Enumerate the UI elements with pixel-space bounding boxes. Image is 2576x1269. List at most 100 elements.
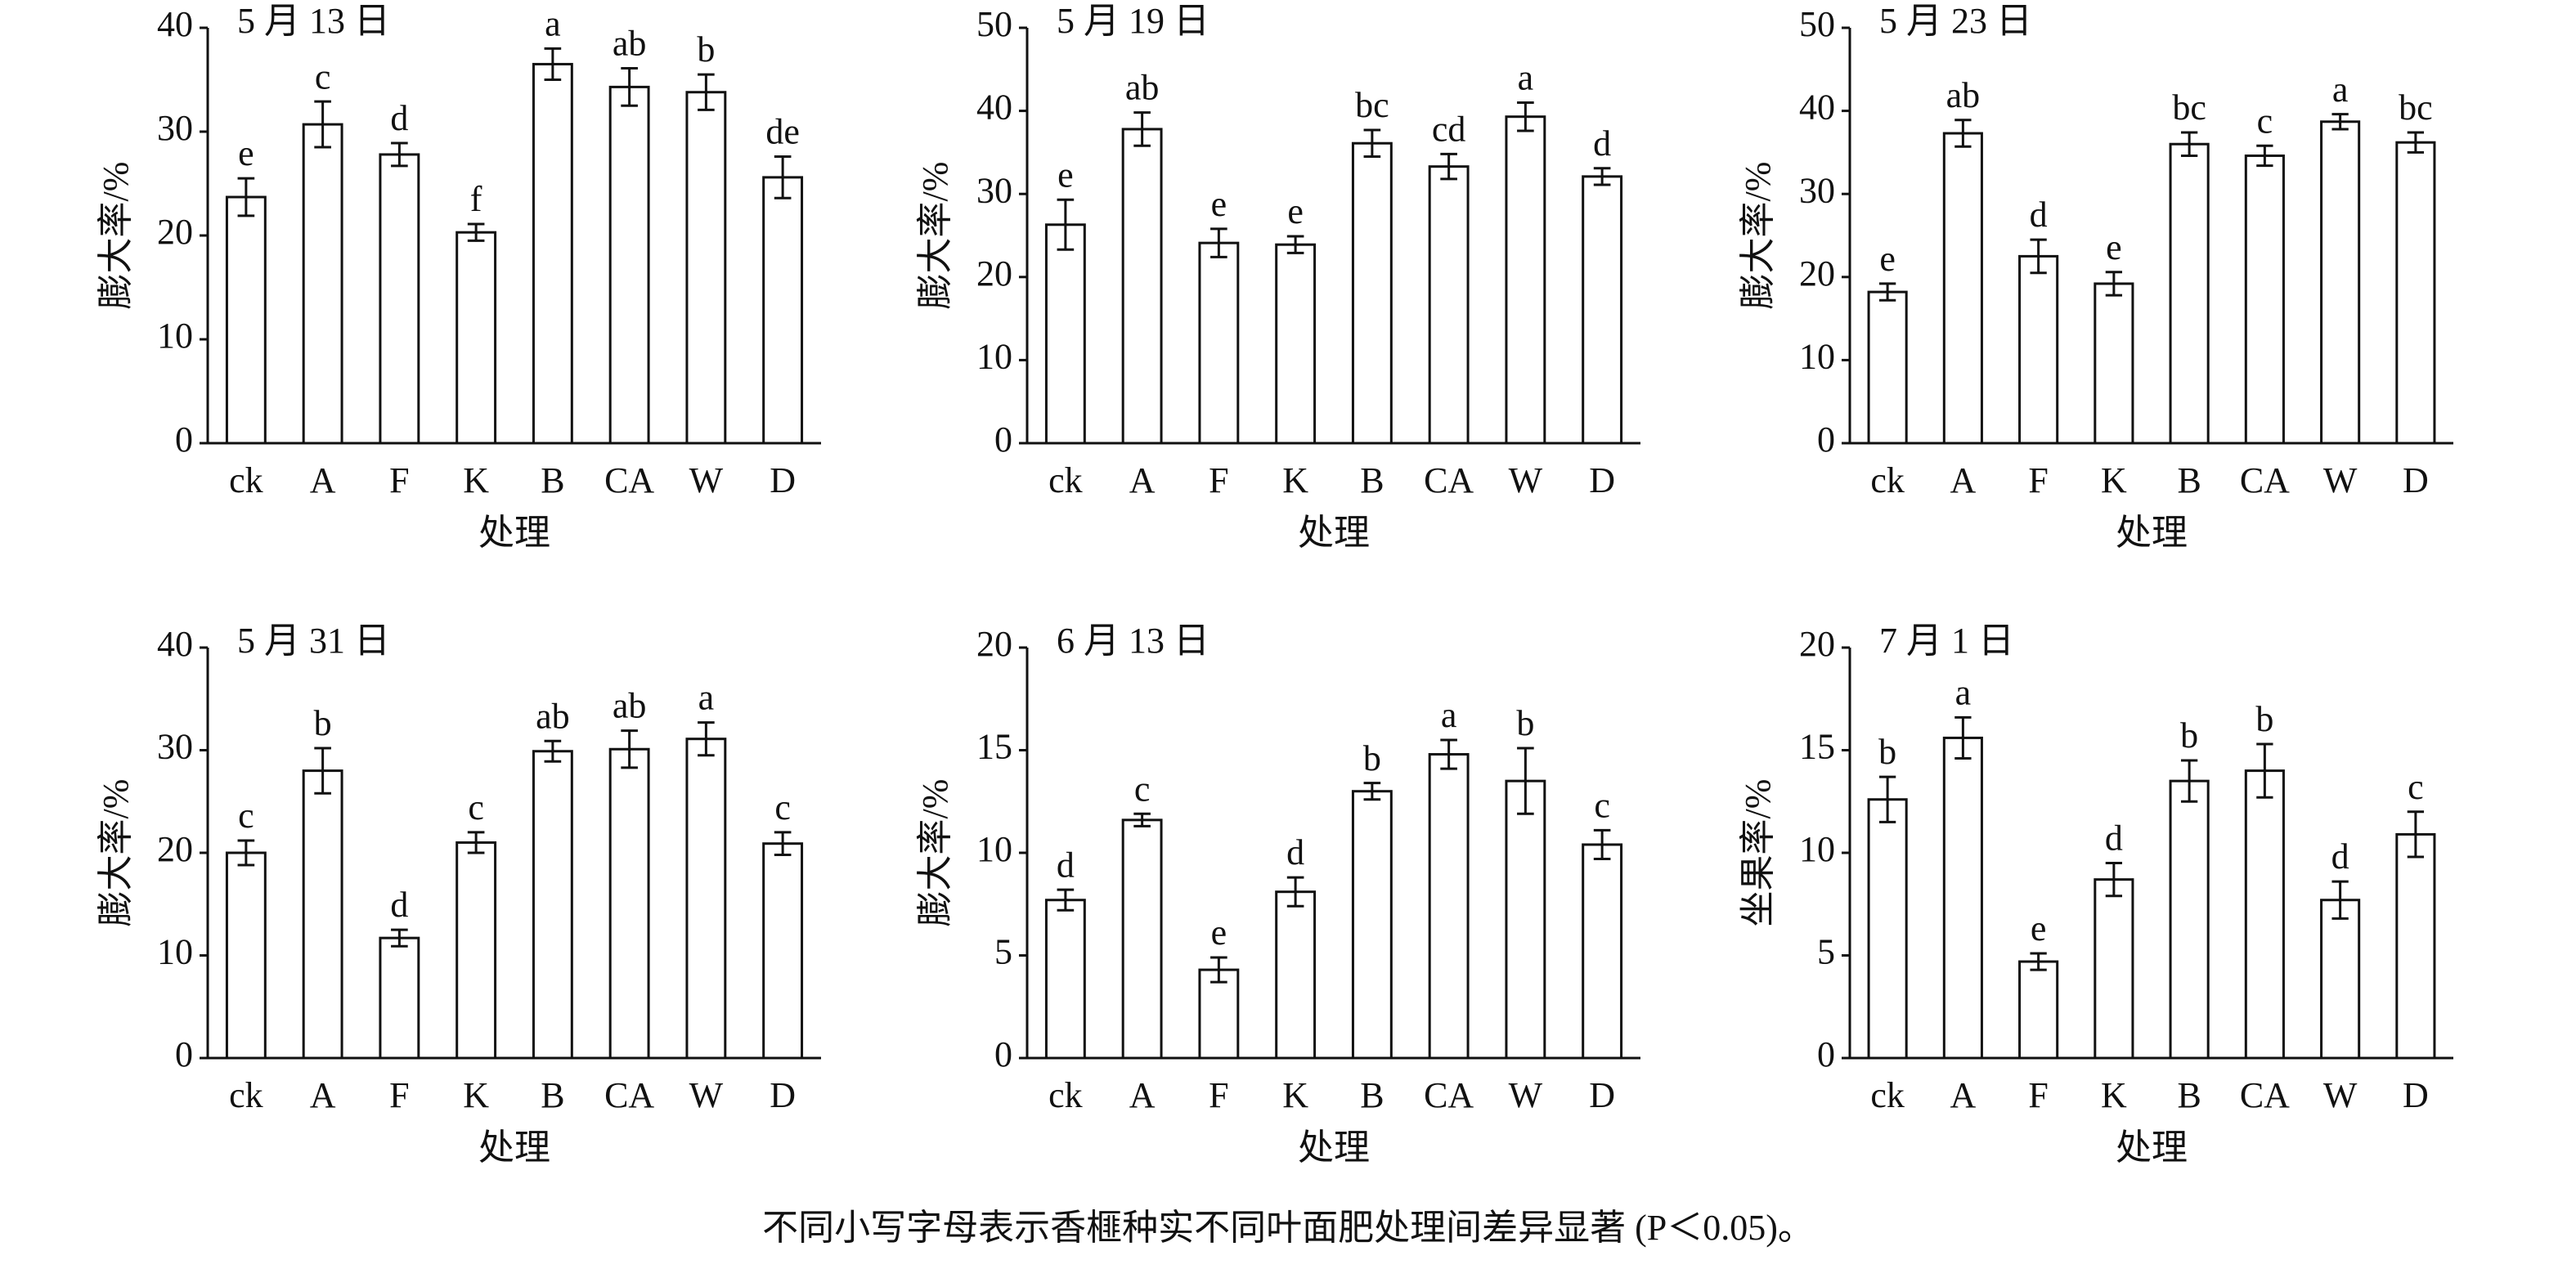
y-tick-label: 40 — [976, 87, 1012, 128]
significance-letter: c — [2408, 767, 2424, 807]
significance-letter: b — [1878, 732, 1896, 772]
y-tick-label: 0 — [994, 419, 1012, 460]
x-tick-label: A — [310, 1075, 336, 1115]
significance-letter: c — [468, 787, 484, 827]
chart-title: 7 月 1 日 — [1879, 621, 2014, 661]
y-tick-label: 5 — [994, 932, 1012, 972]
caption: 不同小写字母表示香榧种实不同叶面肥处理间差异显著 (P＜0.05)。 — [762, 1208, 1814, 1248]
x-tick-label: A — [1950, 460, 1976, 500]
x-tick-label: CA — [1424, 1075, 1474, 1115]
bar — [762, 842, 804, 1060]
bar — [1428, 165, 1470, 445]
significance-letter: ab — [613, 686, 647, 726]
y-tick-label: 30 — [157, 108, 193, 148]
bar — [1505, 115, 1546, 445]
y-tick-label: 10 — [1799, 336, 1835, 376]
significance-letter: c — [1134, 769, 1151, 809]
x-axis-label: 处理 — [478, 1128, 550, 1168]
x-axis-label: 处理 — [478, 513, 550, 553]
significance-letter: d — [1057, 845, 1075, 885]
x-axis-label: 处理 — [1298, 513, 1370, 553]
bar — [1942, 132, 1983, 445]
y-tick-label: 30 — [1799, 170, 1835, 210]
bar — [1275, 243, 1317, 445]
significance-letter: c — [2257, 101, 2273, 141]
y-tick-label: 30 — [157, 727, 193, 767]
x-tick-label: W — [2323, 460, 2358, 500]
x-tick-label: B — [1360, 1075, 1384, 1115]
y-axis-label: 膨大率/% — [1738, 162, 1778, 310]
significance-letter: ab — [1125, 68, 1160, 108]
significance-letter: a — [545, 3, 561, 43]
y-tick-label: 10 — [976, 336, 1012, 376]
bar — [2018, 960, 2059, 1060]
y-tick-label: 40 — [1799, 87, 1835, 128]
bar — [302, 123, 343, 445]
x-tick-label: B — [2177, 1075, 2201, 1115]
significance-letter: b — [2255, 699, 2273, 739]
x-tick-label: B — [2177, 460, 2201, 500]
x-tick-label: K — [2101, 1075, 2127, 1115]
significance-letter: b — [314, 703, 332, 743]
significance-letter: b — [2180, 715, 2198, 756]
x-tick-label: A — [1129, 1075, 1156, 1115]
x-tick-label: K — [2101, 460, 2127, 500]
x-axis-label: 处理 — [2116, 1128, 2188, 1168]
bar — [1582, 175, 1623, 445]
significance-letter: d — [390, 98, 408, 138]
y-tick-label: 10 — [1799, 829, 1835, 869]
y-tick-label: 50 — [976, 4, 1012, 44]
significance-letter: e — [1211, 913, 1227, 953]
y-axis-label: 膨大率/% — [96, 162, 136, 310]
y-tick-label: 20 — [976, 624, 1012, 664]
bar — [685, 738, 727, 1060]
chart-title: 6 月 13 日 — [1057, 621, 1209, 661]
x-tick-label: K — [463, 1075, 489, 1115]
bar — [2094, 878, 2134, 1060]
x-tick-label: ck — [1048, 1075, 1083, 1115]
significance-letter: ab — [613, 24, 647, 64]
significance-letter: bc — [1355, 85, 1389, 125]
significance-letter: b — [697, 29, 715, 70]
significance-letter: d — [390, 885, 408, 925]
bar — [2169, 779, 2210, 1060]
x-tick-label: D — [2403, 1075, 2429, 1115]
bar — [456, 841, 497, 1060]
bar — [379, 153, 420, 445]
significance-letter: a — [2332, 70, 2349, 110]
y-tick-label: 0 — [994, 1034, 1012, 1074]
bar — [1198, 968, 1240, 1060]
y-tick-label: 20 — [157, 829, 193, 869]
y-tick-label: 40 — [157, 4, 193, 44]
y-tick-label: 10 — [157, 316, 193, 356]
y-tick-label: 5 — [1817, 932, 1835, 972]
significance-letter: e — [2106, 227, 2122, 267]
significance-letter: c — [1594, 785, 1610, 825]
significance-letter: f — [470, 179, 482, 219]
y-tick-label: 0 — [1817, 1034, 1835, 1074]
x-tick-label: ck — [1870, 1075, 1905, 1115]
significance-letter: d — [2331, 836, 2349, 877]
x-tick-label: B — [1360, 460, 1384, 500]
bar — [2320, 120, 2361, 445]
x-tick-label: A — [1950, 1075, 1976, 1115]
x-tick-label: ck — [1870, 460, 1905, 500]
significance-letter: a — [1441, 695, 1457, 735]
significance-letter: d — [2030, 195, 2048, 235]
significance-letter: d — [1593, 123, 1611, 164]
y-tick-label: 30 — [976, 170, 1012, 210]
significance-letter: bc — [2172, 87, 2206, 128]
significance-letter: c — [774, 787, 791, 827]
bar — [532, 62, 573, 445]
significance-letter: d — [2105, 818, 2123, 859]
bar — [2395, 832, 2436, 1060]
x-tick-label: W — [689, 1075, 724, 1115]
x-tick-label: W — [1509, 1075, 1543, 1115]
y-tick-label: 15 — [1799, 727, 1835, 767]
x-tick-label: W — [689, 460, 724, 500]
y-tick-label: 0 — [175, 1034, 193, 1074]
bar — [456, 231, 497, 445]
bar — [1121, 818, 1163, 1060]
bar — [379, 936, 420, 1060]
chart-title: 5 月 31 日 — [237, 621, 390, 661]
